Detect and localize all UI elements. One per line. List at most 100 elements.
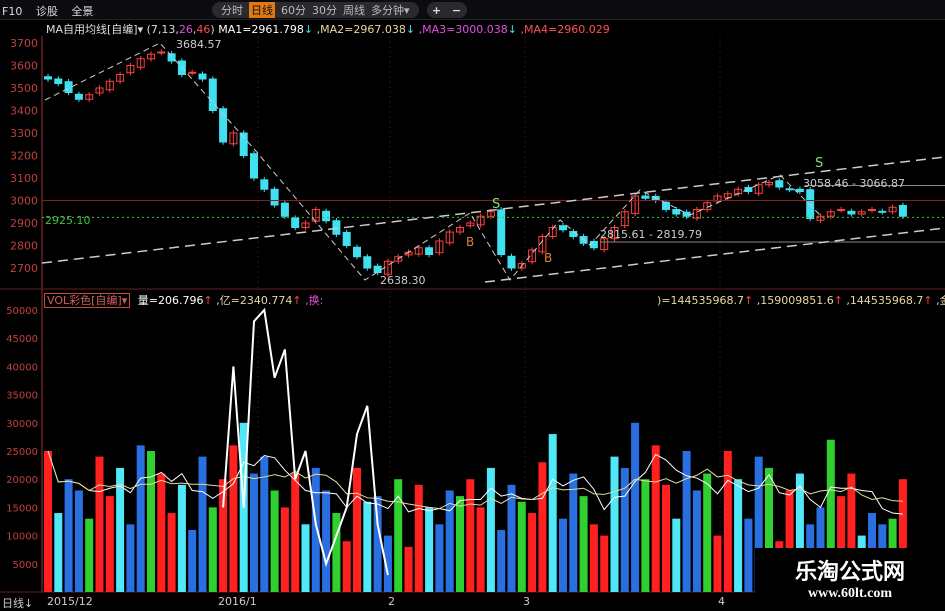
watermark: 乐淘公式网 www.60lt.com: [755, 548, 945, 609]
price-tick-label: 3300: [10, 127, 38, 140]
candle-body: [486, 211, 495, 217]
candle-body: [888, 206, 897, 213]
ma-indicator-selector[interactable]: MA自用均线[自编]▾: [46, 23, 144, 36]
volume-bar: [559, 518, 567, 592]
volume-bar: [528, 513, 537, 592]
candle-body: [672, 209, 681, 215]
range-label-upper: 3058.46 - 3066.87: [803, 177, 905, 190]
zigzag-line: [44, 42, 821, 281]
period-toolbar: 分时 日线 60分 30分 周线 多分钟▾ + −: [212, 2, 467, 18]
period-selector[interactable]: 日线↓: [2, 597, 34, 610]
ma4-value: ,MA4=2960.029: [520, 23, 610, 36]
tab-60min[interactable]: 60分: [281, 4, 306, 17]
candle-body: [497, 209, 506, 255]
ma-params: (7,13,: [146, 23, 179, 36]
ma-params-end: ): [210, 23, 215, 36]
x-label: 2016/1: [218, 595, 257, 608]
volume-bar: [507, 484, 516, 592]
candle-body: [147, 53, 155, 60]
candle-body: [476, 215, 485, 226]
tab-multi-minute[interactable]: 多分钟▾: [371, 4, 410, 17]
volume-bar: [280, 507, 289, 592]
volume-indicator-selector[interactable]: VOL彩色[自编]▾: [44, 293, 131, 308]
candle-body: [105, 80, 114, 91]
volume-tick-label: 30000: [6, 419, 38, 430]
x-label: 2: [388, 595, 395, 608]
volume-bar: [425, 507, 434, 592]
candle-body: [559, 225, 567, 231]
candle-body: [435, 240, 444, 254]
candle-body: [466, 222, 475, 227]
candle-body: [414, 247, 423, 255]
candle-body: [250, 153, 258, 179]
volume-bar: [826, 439, 835, 592]
volume-bar: [54, 513, 63, 592]
candle-body: [353, 246, 361, 258]
channel-lower: [484, 227, 945, 283]
volume-bar: [631, 422, 640, 592]
high-label: 3684.57: [176, 38, 222, 51]
amount-value: ,亿=2340.774: [216, 294, 293, 307]
level-label: 2925.10: [45, 214, 91, 227]
price-tick-label: 2900: [10, 217, 38, 230]
volume-bar: [662, 484, 670, 592]
volume-bar: [260, 456, 269, 592]
volume-bar: [64, 479, 73, 592]
candle-body: [898, 204, 907, 217]
candle-body: [116, 74, 125, 82]
volume-bar: [682, 451, 691, 592]
price-tick-label: 3600: [10, 60, 38, 73]
zoom-in-button[interactable]: +: [431, 3, 442, 17]
ma1-arrow: ↓: [303, 23, 314, 36]
zoom-out-button[interactable]: −: [451, 3, 462, 17]
ma-param-4: 46: [196, 23, 211, 36]
volume-bar: [229, 445, 238, 592]
price-tick-label: 3000: [10, 195, 38, 208]
candle-body: [765, 182, 773, 186]
tab-intraday[interactable]: 分时: [221, 4, 243, 17]
volume-bar: [105, 496, 114, 592]
volume-bar: [250, 473, 258, 592]
turnover-value: ,换:: [305, 294, 324, 307]
candle-body: [270, 188, 279, 206]
volume-value: 量=206.796: [137, 294, 204, 307]
tab-weekly[interactable]: 周线: [343, 4, 365, 17]
volume-tick-label: 45000: [6, 334, 38, 345]
gold-index-value: ,金指=0: [936, 294, 945, 307]
volume-bar: [219, 479, 228, 592]
volume-bar: [837, 496, 846, 592]
f10-button[interactable]: F10: [2, 5, 23, 18]
volume-bar: [517, 501, 526, 592]
candle-body: [868, 209, 876, 211]
volume-indicator-header: VOL彩色[自编]▾ 量=206.796↑ ,亿=2340.774↑ ,换:: [44, 292, 323, 308]
candle-body: [631, 195, 640, 215]
candle-body: [157, 51, 166, 54]
volume-bar: [311, 467, 320, 592]
candle-body: [507, 255, 516, 269]
volume-bar: [898, 479, 907, 592]
volume-bar: [672, 518, 681, 592]
volume-bar: [579, 496, 588, 592]
price-tick-label: 3500: [10, 82, 38, 95]
candle-body: [229, 132, 238, 145]
volume-bar: [466, 479, 475, 592]
ma-param-3: 26: [178, 23, 193, 36]
volume-bar: [703, 473, 712, 592]
volume-tick-label: 15000: [6, 503, 38, 514]
price-tick-label: 2800: [10, 240, 38, 253]
diagnose-button[interactable]: 诊股: [35, 5, 58, 18]
panorama-button[interactable]: 全景: [71, 5, 94, 18]
candle-body: [816, 215, 825, 221]
candle-body: [857, 211, 866, 215]
volume-bar: [435, 524, 444, 592]
candle-body: [795, 188, 804, 192]
volume-bar: [641, 479, 650, 592]
candle-body: [188, 71, 197, 74]
zoom-controls: + −: [426, 2, 467, 18]
volume-bar: [744, 518, 753, 592]
top-toolbar: F10 诊股 全景 分时 日线 60分 30分 周线 多分钟▾ + −: [0, 0, 945, 20]
tab-30min[interactable]: 30分: [312, 4, 337, 17]
watermark-title: 乐淘公式网: [794, 559, 905, 585]
tab-daily[interactable]: 日线: [249, 2, 275, 18]
volume-bar: [322, 490, 331, 592]
